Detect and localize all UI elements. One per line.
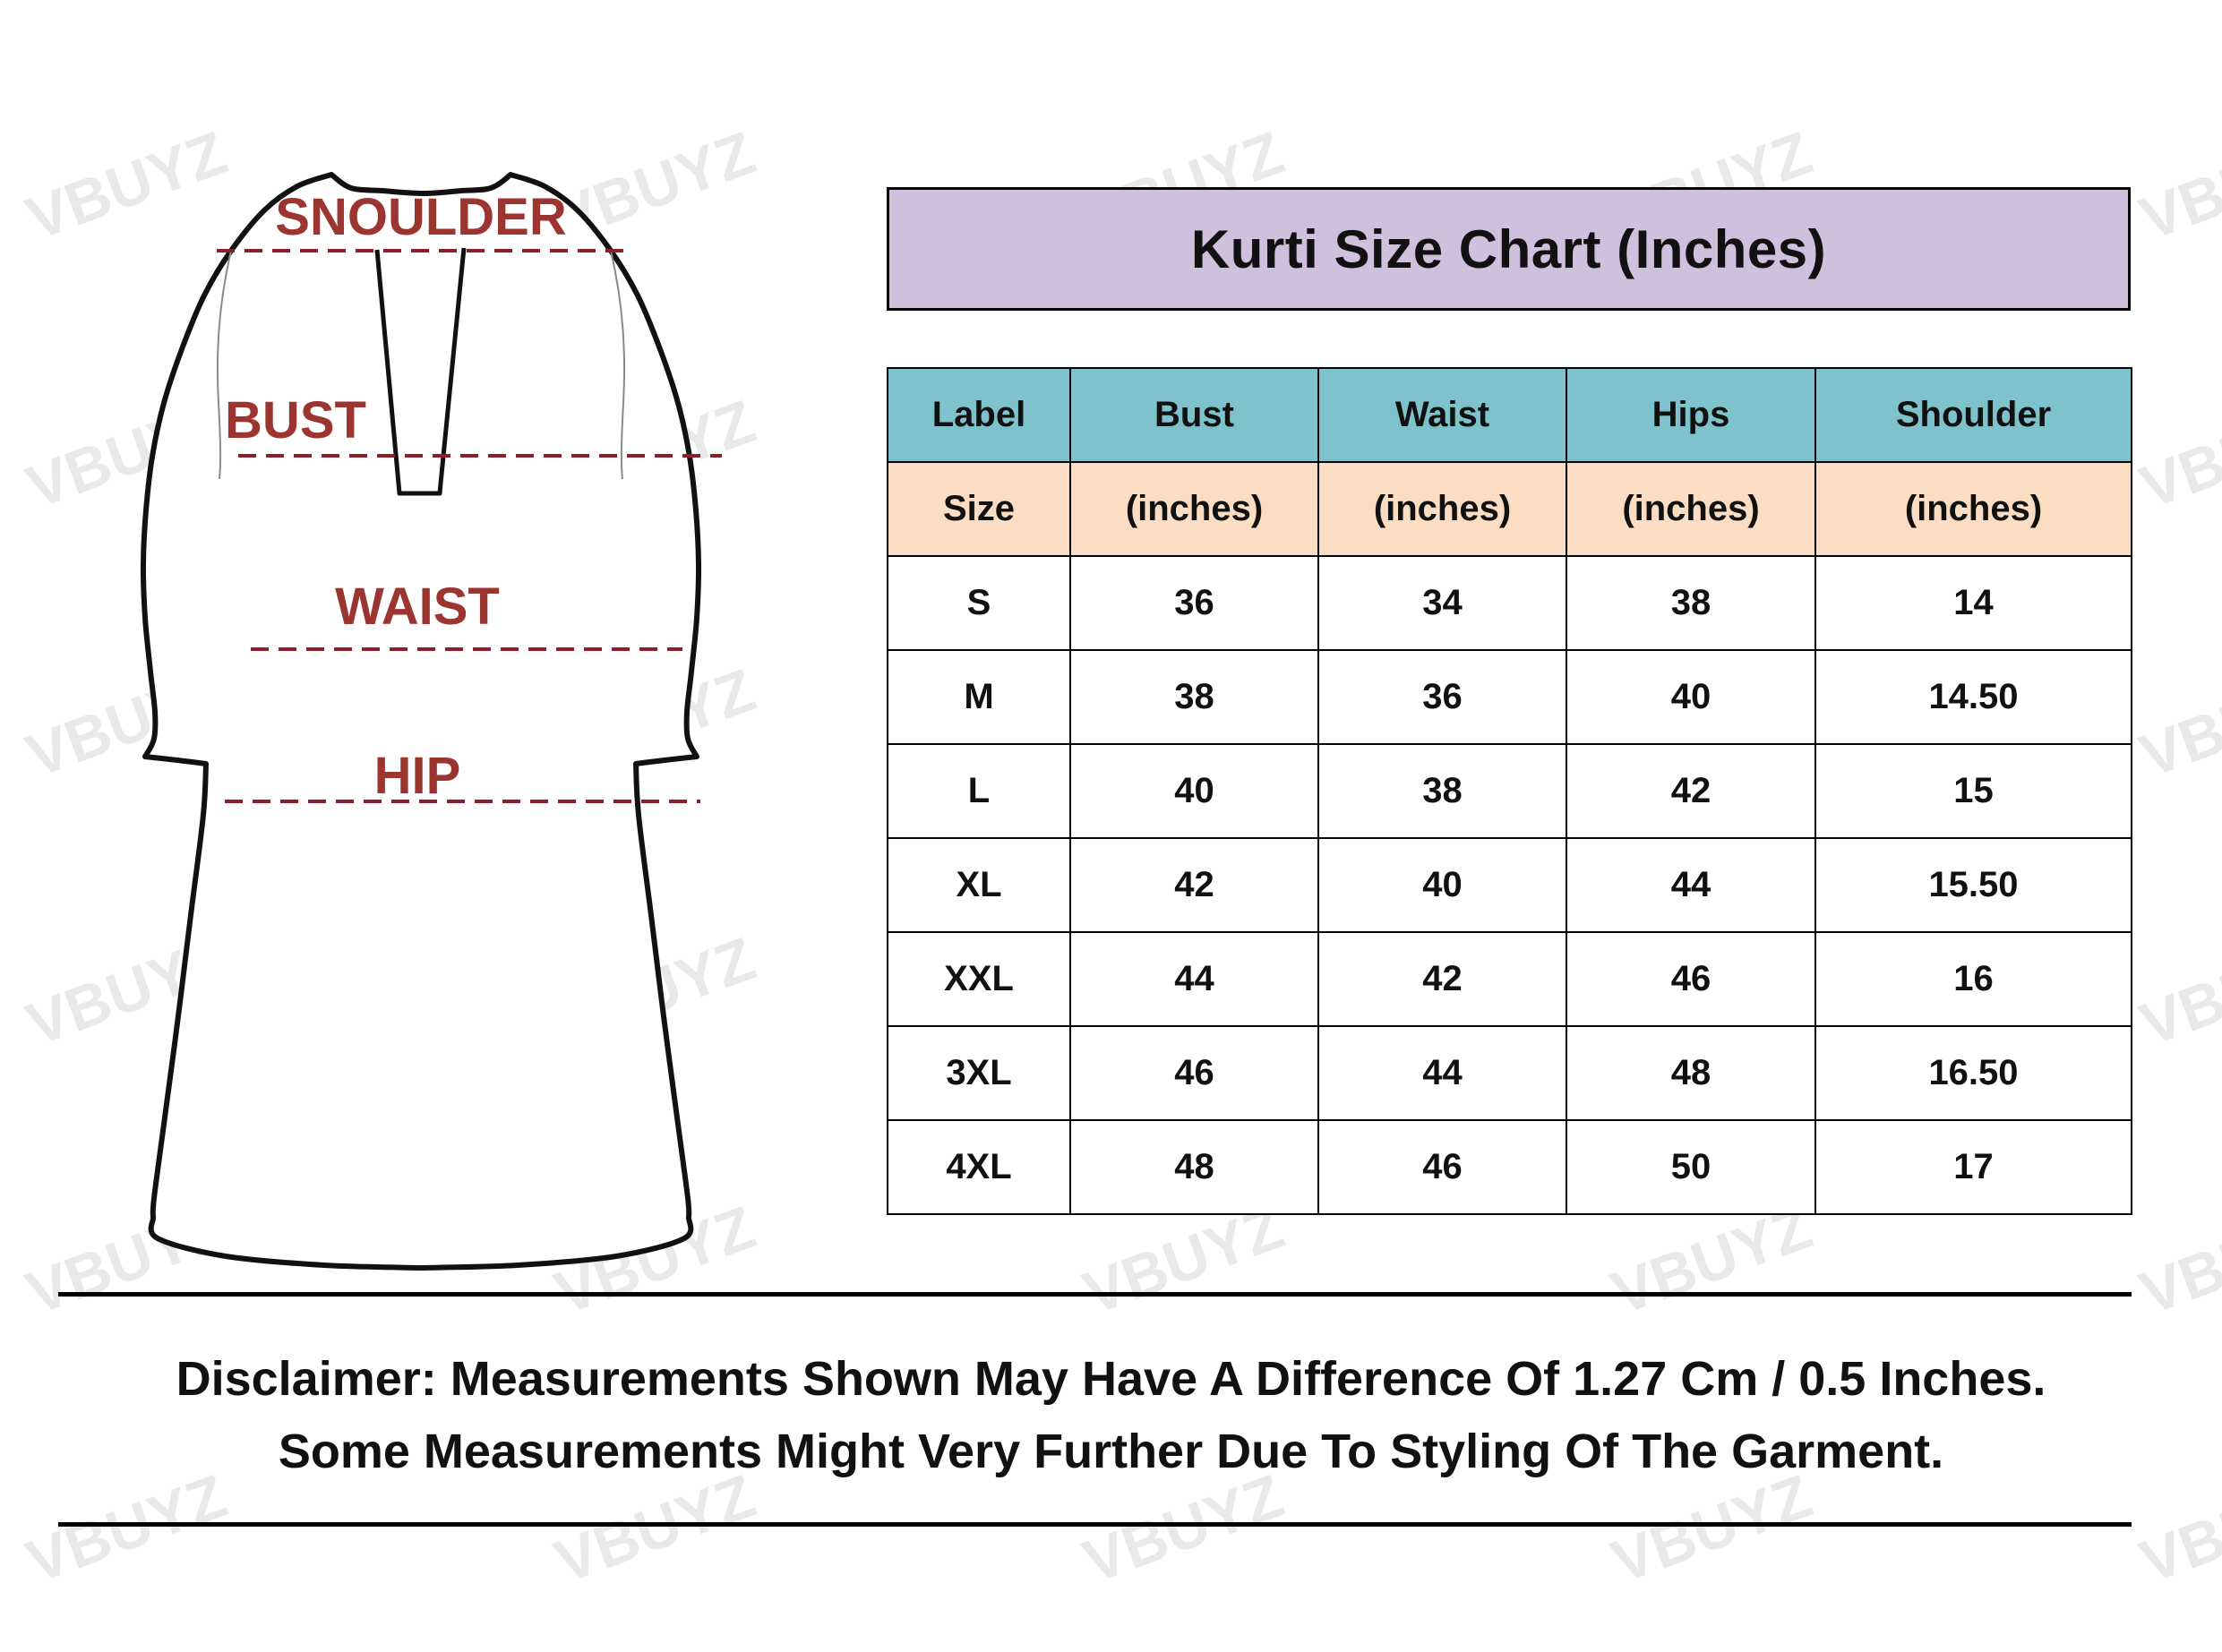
svg-text:WAIST: WAIST [335, 578, 500, 636]
svg-text:SNOULDER: SNOULDER [275, 188, 566, 246]
svg-text:BUST: BUST [225, 391, 366, 449]
svg-text:HIP: HIP [374, 747, 461, 805]
